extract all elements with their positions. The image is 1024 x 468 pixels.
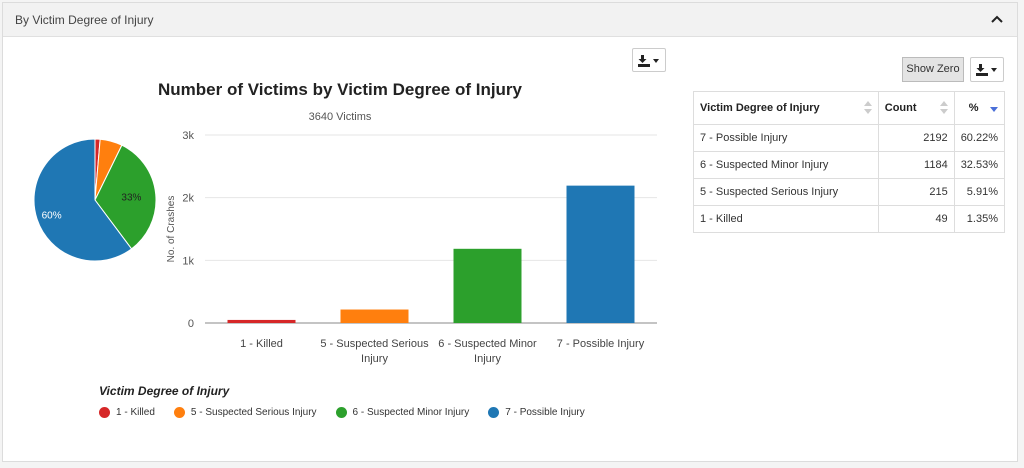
chart-title: Number of Victims by Victim Degree of In… xyxy=(157,80,523,99)
legend-label: 1 - Killed xyxy=(116,407,155,418)
pie-slice-minor-injury[interactable] xyxy=(94,144,157,250)
column-header-label: Victim Degree of Injury xyxy=(700,102,820,114)
sort-descending-icon xyxy=(990,107,998,112)
x-tick-label: Injury xyxy=(474,353,501,365)
legend: 1 - Killed 5 - Suspected Serious Injury … xyxy=(99,407,604,418)
cell-percent: 60.22% xyxy=(953,124,1006,152)
table-row: 1 - Killed 49 1.35% xyxy=(693,205,1006,233)
injury-table: Victim Degree of Injury Count % 7 - Poss xyxy=(693,91,1006,233)
table-row: 6 - Suspected Minor Injury 1184 32.53% xyxy=(693,151,1006,179)
y-tick-label: 3k xyxy=(182,130,194,142)
cell-degree: 6 - Suspected Minor Injury xyxy=(693,151,879,179)
table-row: 5 - Suspected Serious Injury 215 5.91% xyxy=(693,178,1006,206)
sort-icon xyxy=(939,101,948,114)
column-header-percent[interactable]: % xyxy=(953,91,1006,125)
bar-serious-injury[interactable] xyxy=(340,309,409,323)
legend-dot xyxy=(335,407,347,418)
x-tick-label: Injury xyxy=(361,353,388,365)
legend-item-possible-injury[interactable]: 7 - Possible Injury xyxy=(488,407,585,418)
cell-count: 2192 xyxy=(877,124,955,152)
bar-possible-injury[interactable] xyxy=(566,185,635,323)
panel-title: By Victim Degree of Injury xyxy=(15,13,154,27)
cell-percent: 1.35% xyxy=(953,205,1006,233)
y-tick-label: 2k xyxy=(182,193,194,205)
pie-slice-possible-injury[interactable] xyxy=(33,138,133,262)
show-zero-button[interactable]: Show Zero xyxy=(902,57,964,82)
bar-chart: 0 1k 2k 3k No. of Crashes 1 - Killed 5 - Suspe… xyxy=(166,130,657,365)
legend-dot xyxy=(488,407,500,418)
column-header-degree[interactable]: Victim Degree of Injury xyxy=(693,91,879,125)
table-export-button[interactable] xyxy=(970,57,1004,82)
legend-label: 7 - Possible Injury xyxy=(505,407,585,418)
download-menu-icon xyxy=(976,64,997,76)
cell-percent: 32.53% xyxy=(953,151,1006,179)
chart-subtitle: 3640 Victims xyxy=(308,111,372,123)
x-tick-label: 6 - Suspected Minor xyxy=(438,338,537,350)
pie-chart: 33% 60% xyxy=(33,138,157,262)
legend-dot xyxy=(173,407,185,418)
y-axis-label: No. of Crashes xyxy=(166,196,177,263)
pie-data-label: 33% xyxy=(121,193,141,204)
column-header-label: Count xyxy=(884,102,917,114)
bar-minor-injury[interactable] xyxy=(453,248,522,323)
y-tick-label: 1k xyxy=(182,255,194,267)
x-tick-label: 7 - Possible Injury xyxy=(557,338,645,350)
x-tick-label: 5 - Suspected Serious xyxy=(320,338,429,350)
y-tick-label: 0 xyxy=(188,318,194,330)
sort-icon xyxy=(863,101,872,114)
legend-label: 6 - Suspected Minor Injury xyxy=(352,407,470,418)
legend-item-killed[interactable]: 1 - Killed xyxy=(99,407,155,418)
download-menu-icon xyxy=(638,55,659,67)
cell-count: 215 xyxy=(877,178,955,206)
legend-title: Victim Degree of Injury xyxy=(99,384,230,398)
column-header-count[interactable]: Count xyxy=(877,91,955,125)
cell-count: 1184 xyxy=(877,151,955,179)
collapse-button[interactable] xyxy=(987,9,1007,29)
panel-header: By Victim Degree of Injury xyxy=(3,3,1017,37)
pie-data-label: 60% xyxy=(42,210,62,221)
legend-item-serious-injury[interactable]: 5 - Suspected Serious Injury xyxy=(173,407,317,418)
cell-degree: 7 - Possible Injury xyxy=(693,124,879,152)
cell-degree: 5 - Suspected Serious Injury xyxy=(693,178,879,206)
cell-degree: 1 - Killed xyxy=(693,205,879,233)
column-header-label: % xyxy=(968,102,979,114)
legend-label: 5 - Suspected Serious Injury xyxy=(190,407,317,418)
cell-percent: 5.91% xyxy=(953,178,1006,206)
cell-count: 49 xyxy=(877,205,955,233)
table-header-row: Victim Degree of Injury Count % xyxy=(693,91,1006,125)
table-row: 7 - Possible Injury 2192 60.22% xyxy=(693,124,1006,152)
bar-killed[interactable] xyxy=(227,319,296,323)
x-tick-label: 1 - Killed xyxy=(240,338,283,350)
chart-export-button[interactable] xyxy=(632,48,666,72)
legend-dot xyxy=(99,407,110,418)
legend-item-minor-injury[interactable]: 6 - Suspected Minor Injury xyxy=(335,407,470,418)
chevron-up-icon xyxy=(991,15,1003,23)
